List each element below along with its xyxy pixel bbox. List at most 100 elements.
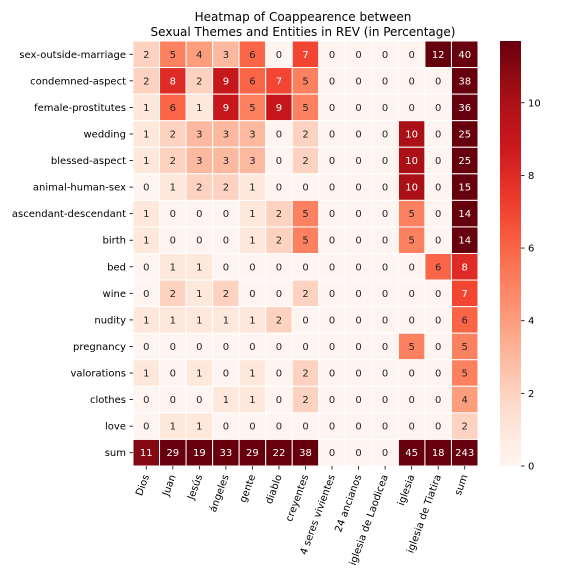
colorbar-tick-label: 8 <box>528 171 534 182</box>
cell-value-label: 3 <box>196 156 202 167</box>
row-label: love <box>105 422 126 433</box>
cell-value-label: 1 <box>249 395 255 406</box>
cell-value-label: 0 <box>276 289 282 300</box>
cell-value-label: 9 <box>223 76 229 87</box>
cell-value-label: 0 <box>276 183 282 194</box>
cell-value-label: 0 <box>435 76 441 87</box>
cell-value-label: 1 <box>143 209 149 220</box>
heatmap-cell <box>424 173 452 201</box>
cell-value-label: 10 <box>405 156 418 167</box>
heatmap-cells <box>132 40 479 467</box>
cell-value-label: 2 <box>196 76 202 87</box>
cell-value-label: 1 <box>196 369 202 380</box>
heatmap-cell <box>132 306 161 334</box>
cell-value-label: 0 <box>276 50 282 61</box>
heatmap-cell <box>291 438 320 467</box>
cell-value-label: 0 <box>382 209 388 220</box>
cell-value-label: 0 <box>170 342 176 353</box>
cell-value-label: 0 <box>223 342 229 353</box>
cell-value-label: 5 <box>408 209 414 220</box>
cell-value-label: 2 <box>170 129 176 140</box>
cell-value-label: 7 <box>302 50 308 61</box>
heatmap-cell <box>424 146 452 175</box>
heatmap-cell <box>371 199 399 228</box>
cell-value-label: 1 <box>196 103 202 114</box>
cell-value-label: 10 <box>405 129 418 140</box>
heatmap-cell <box>397 253 426 281</box>
cell-value-label: 0 <box>143 262 149 273</box>
cell-value-label: 0 <box>435 129 441 140</box>
cell-value-label: 0 <box>170 369 176 380</box>
cell-value-label: 2 <box>302 369 308 380</box>
cell-value-label: 4 <box>462 395 468 406</box>
cell-value-label: 5 <box>462 342 468 353</box>
cell-value-label: 6 <box>249 76 255 87</box>
heatmap-cell <box>212 199 240 228</box>
cell-value-label: 0 <box>196 395 202 406</box>
cell-value-label: 0 <box>408 395 414 406</box>
heatmap-cell <box>185 120 214 148</box>
cell-value-label: 2 <box>302 129 308 140</box>
cell-value-label: 1 <box>143 129 149 140</box>
cell-value-label: 2 <box>302 395 308 406</box>
cell-value-label: 2 <box>302 156 308 167</box>
column-label: gente <box>238 473 258 504</box>
cell-value-label: 5 <box>408 342 414 353</box>
heatmap-cell <box>371 67 399 95</box>
heatmap-cell <box>185 279 214 308</box>
heatmap-cell <box>265 120 293 148</box>
cell-value-label: 0 <box>276 156 282 167</box>
heatmap-cell <box>212 226 240 254</box>
cell-value-label: 0 <box>329 315 335 326</box>
heatmap-cell <box>265 332 293 361</box>
row-label: pregnancy <box>73 342 126 353</box>
heatmap-cell <box>238 359 267 387</box>
cell-value-label: 0 <box>276 422 282 433</box>
heatmap-cell <box>238 332 267 361</box>
heatmap-cell <box>185 173 214 201</box>
cell-value-label: 38 <box>458 76 471 87</box>
heatmap-cell <box>132 199 161 228</box>
heatmap-cell <box>265 226 293 254</box>
cell-value-label: 38 <box>299 448 312 459</box>
heatmap-cell <box>450 199 479 228</box>
cell-value-label: 5 <box>302 76 308 87</box>
cell-value-label: 1 <box>249 236 255 247</box>
heatmap-cell <box>159 306 187 334</box>
row-label: condemned-aspect <box>30 76 126 87</box>
row-label: female-prostitutes <box>34 103 126 114</box>
cell-value-label: 2 <box>276 236 282 247</box>
cell-value-label: 0 <box>355 50 361 61</box>
heatmap-cell <box>291 146 320 175</box>
colorbar-gradient <box>500 41 521 466</box>
cell-value-label: 1 <box>249 183 255 194</box>
cell-value-label: 0 <box>435 422 441 433</box>
heatmap-cell <box>265 412 293 440</box>
cell-value-label: 2 <box>170 156 176 167</box>
heatmap-cell <box>371 93 399 122</box>
cell-value-label: 1 <box>170 183 176 194</box>
heatmap-cell <box>344 173 373 201</box>
heatmap-cell <box>450 146 479 175</box>
column-label: iglesia <box>396 473 417 507</box>
cell-value-label: 0 <box>408 50 414 61</box>
cell-value-label: 0 <box>329 289 335 300</box>
cell-value-label: 6 <box>249 50 255 61</box>
cell-value-label: 2 <box>143 50 149 61</box>
cell-value-label: 0 <box>249 422 255 433</box>
heatmap-cell <box>212 146 240 175</box>
cell-value-label: 0 <box>329 262 335 273</box>
column-label: Jesús <box>185 473 205 502</box>
heatmap-cell <box>397 120 426 148</box>
cell-value-label: 1 <box>196 289 202 300</box>
cell-value-label: 0 <box>435 342 441 353</box>
cell-value-label: 1 <box>143 315 149 326</box>
cell-value-label: 11 <box>140 448 153 459</box>
cell-value-label: 0 <box>382 315 388 326</box>
row-labels: sex-outside-marriage condemned-aspect fema… <box>12 50 133 459</box>
cell-value-label: 12 <box>432 50 445 61</box>
column-label: creyentes <box>284 473 311 523</box>
cell-value-label: 4 <box>196 50 202 61</box>
cell-value-label: 6 <box>435 262 441 273</box>
cell-value-label: 0 <box>435 369 441 380</box>
